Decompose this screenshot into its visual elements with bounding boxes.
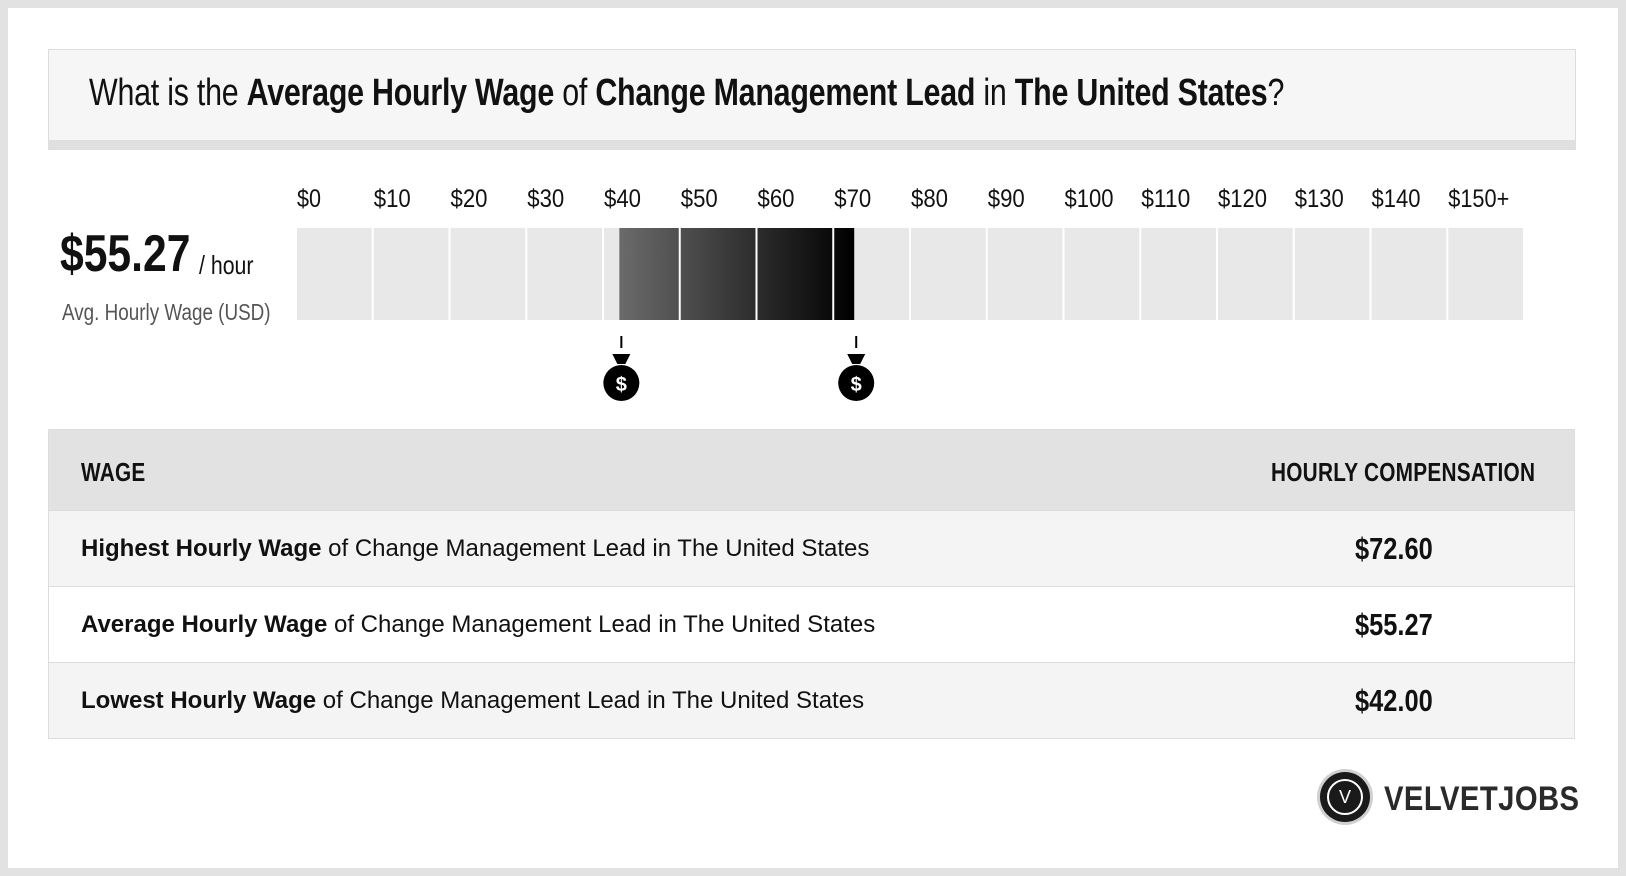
row-metric: Lowest Hourly Wage [81, 687, 317, 714]
question-prefix: What is the [89, 72, 247, 114]
segment-divider [832, 228, 835, 320]
row-description: Highest Hourly Wage of Change Management… [81, 535, 869, 563]
header-hourly-compensation: HOURLY COMPENSATION [1271, 457, 1536, 487]
table-header: WAGE HOURLY COMPENSATION [49, 430, 1574, 510]
x-tick-label: $10 [374, 185, 411, 213]
question-of: of [554, 72, 596, 114]
track-segment [987, 228, 1063, 320]
row-metric: Highest Hourly Wage [81, 535, 322, 562]
x-tick-label: $150+ [1448, 185, 1509, 213]
track-segment [1141, 228, 1216, 320]
header-wage: WAGE [81, 457, 146, 487]
x-tick-label: $60 [758, 185, 795, 213]
question-suffix: ? [1267, 72, 1285, 114]
row-description: Average Hourly Wage of Change Management… [81, 611, 875, 639]
money-bag-icon: $ [838, 354, 875, 401]
x-tick-label: $0 [297, 185, 321, 213]
x-tick-label: $70 [834, 185, 871, 213]
low-wage-marker: $ [603, 336, 640, 401]
track-segment [911, 228, 986, 320]
velvetjobs-logo: V VELVETJOBS [1320, 772, 1580, 828]
question-metric: Average Hourly Wage [246, 72, 555, 114]
table-body: Highest Hourly Wage of Change Management… [49, 510, 1574, 738]
range-markers: $ $ [603, 336, 875, 401]
logo-mark-letter: V [1327, 779, 1363, 815]
track-segment [527, 228, 602, 320]
question-in: in [975, 72, 1015, 114]
question-header: What is the Average Hourly Wage of Chang… [48, 49, 1576, 150]
question-location: The United States [1014, 72, 1268, 114]
logo-mark: V [1320, 772, 1370, 822]
high-wage-marker: $ [838, 336, 875, 401]
row-metric: Average Hourly Wage [81, 611, 328, 638]
question-job: Change Management Lead [595, 72, 976, 114]
average-wage-label: Avg. Hourly Wage (USD) [62, 299, 271, 325]
x-tick-label: $140 [1372, 185, 1421, 213]
x-tick-label: $110 [1141, 185, 1190, 213]
x-tick-label: $90 [988, 185, 1025, 213]
track-segment [1218, 228, 1293, 320]
average-wage-value: $55.27 [60, 225, 191, 283]
x-tick-label: $30 [527, 185, 564, 213]
segment-divider [678, 228, 681, 320]
track-segment [297, 228, 372, 320]
row-description: Lowest Hourly Wage of Change Management … [81, 687, 864, 715]
x-tick-label: $40 [604, 185, 641, 213]
svg-text:$: $ [851, 374, 862, 396]
x-tick-label: $120 [1218, 185, 1267, 213]
row-value: $55.27 [1355, 607, 1433, 642]
wage-range-chart: $0 $10 $20 $30 $40 $50 $60 $70 $80 $90 $100 $110 $12… [297, 185, 1523, 401]
table-row: Lowest Hourly Wage of Change Management … [49, 662, 1574, 738]
track-segment [373, 228, 449, 320]
wage-table: WAGE HOURLY COMPENSATION Highest Hourly … [48, 429, 1575, 739]
track-segment [1371, 228, 1447, 320]
svg-text:$: $ [616, 374, 627, 396]
x-tick-label: $130 [1295, 185, 1344, 213]
question-title: What is the Average Hourly Wage of Chang… [89, 72, 1284, 115]
row-context: of Change Management Lead in The United … [316, 687, 865, 714]
logo-wordmark: VELVETJOBS [1384, 780, 1580, 818]
table-row: Highest Hourly Wage of Change Management… [49, 510, 1574, 586]
average-wage-unit: / hour [199, 250, 254, 280]
table-row: Average Hourly Wage of Change Management… [49, 586, 1574, 662]
x-tick-label: $50 [681, 185, 718, 213]
track-segment [450, 228, 526, 320]
track-segment [1064, 228, 1140, 320]
x-tick-label: $100 [1065, 185, 1114, 213]
row-value: $72.60 [1355, 531, 1433, 566]
track-segment [1294, 228, 1370, 320]
row-context: of Change Management Lead in The United … [321, 535, 870, 562]
x-tick-label: $80 [911, 185, 948, 213]
x-axis-tick-labels: $0 $10 $20 $30 $40 $50 $60 $70 $80 $90 $100 $110 $12… [297, 185, 1509, 213]
row-value: $42.00 [1355, 683, 1433, 718]
x-tick-label: $20 [451, 185, 488, 213]
row-context: of Change Management Lead in The United … [327, 611, 876, 638]
wage-range-bar [619, 228, 855, 320]
track-segment [1448, 228, 1523, 320]
wage-track [297, 228, 1523, 320]
money-bag-icon: $ [603, 354, 640, 401]
segment-divider [755, 228, 758, 320]
